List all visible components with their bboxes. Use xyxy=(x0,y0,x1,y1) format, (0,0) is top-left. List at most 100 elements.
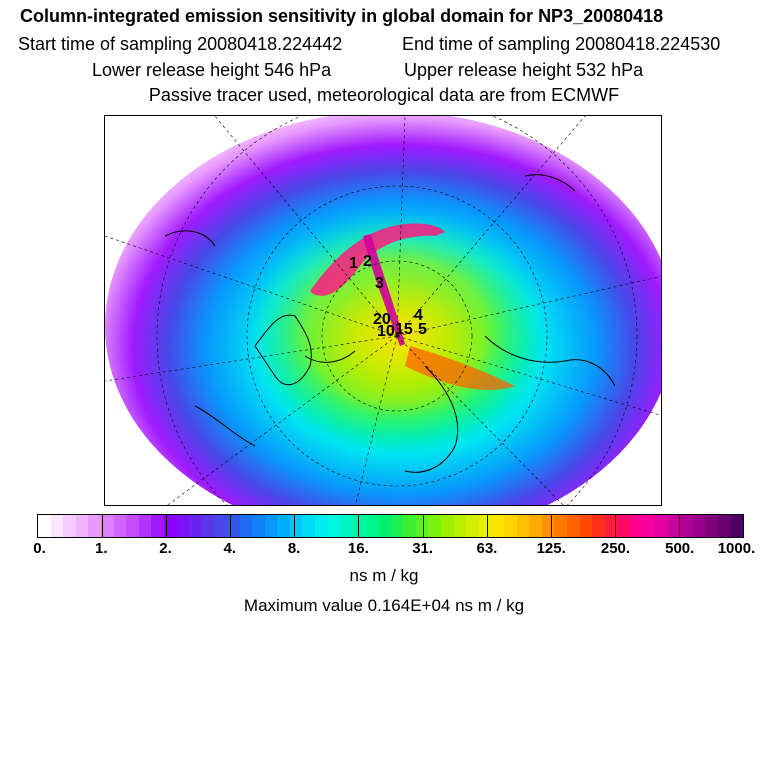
colorbar-cell xyxy=(730,515,744,537)
colorbar-cell xyxy=(264,515,278,537)
colorbar-cell xyxy=(365,515,379,537)
colorbar-cell xyxy=(478,515,492,537)
colorbar-cell xyxy=(466,515,479,537)
colorbar-tick-label: 125. xyxy=(536,540,566,557)
colorbar xyxy=(37,514,744,538)
colorbar-cell xyxy=(642,515,656,537)
colorbar-cell xyxy=(718,515,731,537)
colorbar-cell xyxy=(503,515,517,537)
colorbar-divider xyxy=(422,515,424,537)
colorbar-tick-label: 250. xyxy=(600,540,631,557)
high-sensitivity-plume-2 xyxy=(363,234,405,346)
colorbar-cell xyxy=(113,515,127,537)
colorbar-tick-label: 1000. xyxy=(717,540,756,557)
colorbar-cell xyxy=(88,515,101,537)
colorbar-cell xyxy=(491,515,504,537)
colorbar-cell xyxy=(655,515,668,537)
colorbar-cell xyxy=(277,515,290,537)
colorbar-cell xyxy=(403,515,416,537)
colorbar-tick-label: 2. xyxy=(159,540,172,557)
colorbar-tick-label: 63. xyxy=(476,540,498,557)
colorbar-cell xyxy=(629,515,643,537)
colorbar-cell xyxy=(441,515,454,537)
emission-sensitivity-map: 1 2 3 4 5 10 15 20 xyxy=(104,115,662,506)
colorbar-cell xyxy=(617,515,630,537)
colorbar-tick-label: 16. xyxy=(347,540,369,557)
colorbar-cell xyxy=(63,515,76,537)
colorbar-tick-label: 8. xyxy=(287,540,301,557)
colorbar-cell xyxy=(529,515,542,537)
colorbar-cell xyxy=(226,515,240,537)
colorbar-cell xyxy=(189,515,202,537)
colorbar-cell xyxy=(126,515,139,537)
colorbar-cell xyxy=(252,515,265,537)
point-label-3: 3 xyxy=(375,275,384,292)
colorbar-cell xyxy=(415,515,429,537)
colorbar-divider xyxy=(678,515,680,537)
colorbar-cell xyxy=(138,515,152,537)
point-label-4: 4 xyxy=(414,307,423,324)
maximum-value-label: Maximum value 0.164E+04 ns m / kg xyxy=(243,596,525,615)
lower-release-label: Lower release height 546 hPa xyxy=(92,60,332,80)
upper-release-label: Upper release height 532 hPa xyxy=(404,60,644,80)
colorbar-cell xyxy=(604,515,618,537)
point-label-20: 20 xyxy=(373,311,391,328)
colorbar-cell xyxy=(378,515,391,537)
colorbar-cell xyxy=(327,515,341,537)
point-label-15: 15 xyxy=(395,321,413,338)
colorbar-cell xyxy=(289,515,303,537)
colorbar-cell xyxy=(315,515,328,537)
colorbar-cell xyxy=(100,515,114,537)
colorbar-cell xyxy=(541,515,555,537)
point-label-5: 5 xyxy=(418,321,427,338)
colorbar-divider xyxy=(102,515,104,537)
colorbar-divider xyxy=(486,515,488,537)
end-time-label: End time of sampling 20080418.224530 xyxy=(402,34,721,54)
colorbar-divider xyxy=(294,515,296,537)
colorbar-cell xyxy=(50,515,64,537)
colorbar-divider xyxy=(550,515,552,537)
colorbar-cell xyxy=(705,515,719,537)
colorbar-divider xyxy=(614,515,616,537)
point-label-2: 2 xyxy=(363,253,372,270)
colorbar-divider xyxy=(230,515,232,537)
colorbar-cell xyxy=(592,515,605,537)
unit-label: ns m / kg xyxy=(349,566,419,585)
colorbar-tick-label: 31. xyxy=(412,540,434,557)
colorbar-cell xyxy=(579,515,593,537)
colorbar-cell xyxy=(302,515,316,537)
chart-title: Column-integrated emission sensitivity i… xyxy=(20,6,664,26)
tracer-info-label: Passive tracer used, meteorological data… xyxy=(148,85,620,105)
point-label-1: 1 xyxy=(349,255,358,272)
colorbar-divider xyxy=(358,515,360,537)
point-label-10: 10 xyxy=(377,323,395,340)
colorbar-cell xyxy=(176,515,190,537)
colorbar-cell xyxy=(239,515,253,537)
colorbar-cell xyxy=(453,515,467,537)
colorbar-cell xyxy=(667,515,681,537)
colorbar-cell xyxy=(390,515,404,537)
colorbar-cell xyxy=(554,515,567,537)
colorbar-cell xyxy=(201,515,215,537)
colorbar-cell xyxy=(680,515,693,537)
colorbar-tick-label: 500. xyxy=(665,540,695,557)
start-time-label: Start time of sampling 20080418.224442 xyxy=(18,34,343,54)
colorbar-cell xyxy=(428,515,441,537)
graticule xyxy=(105,116,661,505)
coastlines xyxy=(164,174,616,473)
high-sensitivity-plume-3 xyxy=(405,346,515,390)
colorbar-tick-label: 0. xyxy=(33,540,46,557)
high-sensitivity-plume xyxy=(310,223,445,296)
colorbar-cell xyxy=(516,515,530,537)
colorbar-cell xyxy=(151,515,164,537)
colorbar-cell xyxy=(692,515,706,537)
colorbar-cell xyxy=(566,515,580,537)
colorbar-cell xyxy=(38,515,51,537)
colorbar-cell xyxy=(340,515,353,537)
colorbar-divider xyxy=(166,515,168,537)
colorbar-cell xyxy=(75,515,89,537)
map-svg: 1 2 3 4 5 10 15 20 xyxy=(105,116,661,505)
colorbar-cell xyxy=(214,515,227,537)
colorbar-tick-label: 1. xyxy=(95,540,108,557)
colorbar-tick-label: 4. xyxy=(223,540,237,557)
